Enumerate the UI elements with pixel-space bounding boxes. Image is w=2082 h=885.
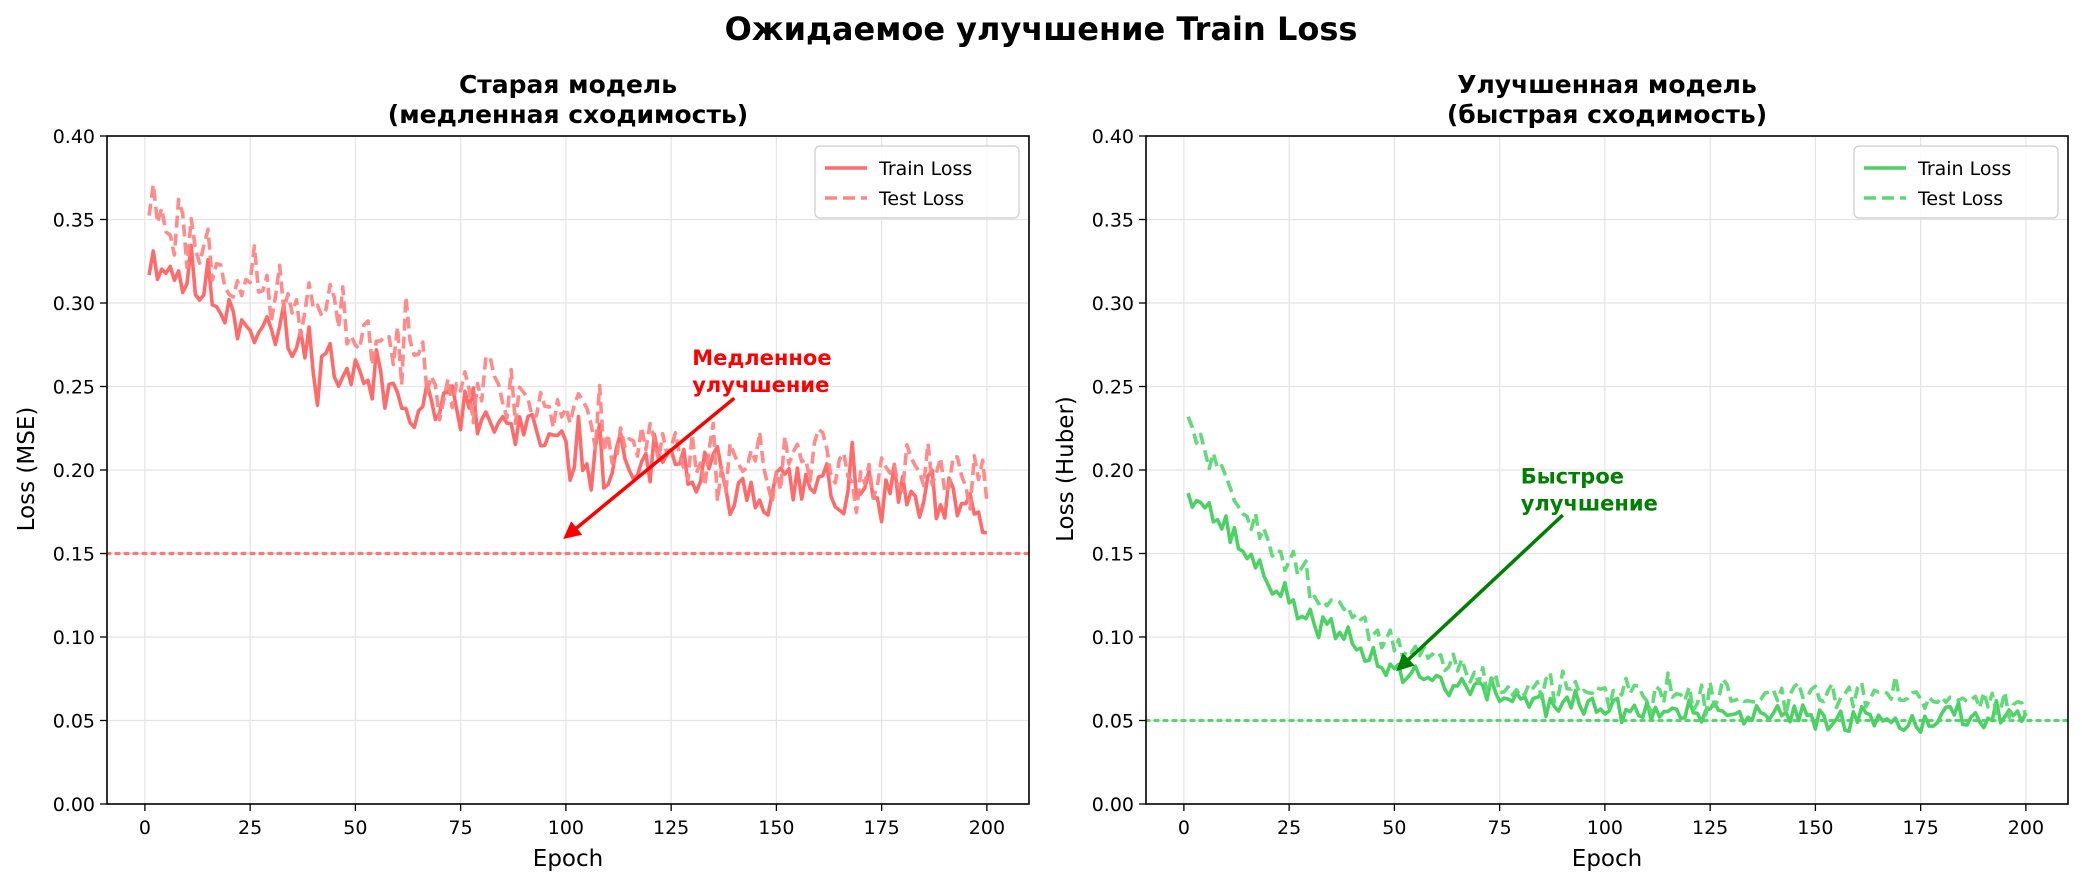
improved-model-y-tick-label: 0.10 bbox=[1092, 627, 1134, 649]
old-model-y-tick-label: 0.25 bbox=[53, 377, 95, 399]
improved-model-train-loss-line bbox=[1186, 492, 2028, 735]
old-model-panel: Старая модель (медленная сходимость) Epo… bbox=[14, 70, 1030, 872]
improved-model-x-tick-label: 0 bbox=[1178, 817, 1190, 839]
improved-model-title-line1: Улучшенная модель bbox=[1457, 70, 1757, 99]
improved-model-x-tick-label: 200 bbox=[2008, 817, 2044, 839]
improved-model-legend-label: Test Loss bbox=[1917, 188, 2003, 210]
old-model-x-tick-label: 175 bbox=[864, 817, 900, 839]
old-model-x-tick-label: 100 bbox=[548, 817, 584, 839]
old-model-plot-area bbox=[107, 182, 1029, 556]
old-model-x-tick-label: 200 bbox=[969, 817, 1005, 839]
improved-model-plot-area bbox=[1146, 416, 2068, 735]
improved-model-test-loss-line bbox=[1186, 416, 2028, 720]
old-model-x-tick-label: 0 bbox=[139, 817, 151, 839]
improved-model-y-axis-label: Loss (Huber) bbox=[1053, 396, 1079, 542]
old-model-x-axis-label: Epoch bbox=[533, 846, 603, 872]
improved-model-x-tick-label: 125 bbox=[1692, 817, 1728, 839]
old-model-legend-box bbox=[814, 145, 1020, 219]
old-model-x-tick-label: 25 bbox=[238, 817, 262, 839]
old-model-legend: Train Loss Test Loss bbox=[814, 145, 1020, 219]
old-model-legend-label: Test Loss bbox=[878, 188, 964, 210]
improved-model-annotation-line2: улучшение bbox=[1521, 491, 1658, 515]
improved-model-legend-label: Train Loss bbox=[1917, 158, 2011, 180]
improved-model-y-tick-label: 0.05 bbox=[1092, 711, 1134, 733]
old-model-y-axis-label: Loss (MSE) bbox=[14, 407, 40, 532]
improved-model-y-tick-label: 0.40 bbox=[1092, 126, 1134, 148]
old-model-x-tick-label: 50 bbox=[343, 817, 367, 839]
old-model-y-tick-label: 0.30 bbox=[53, 293, 95, 315]
improved-model-x-tick-label: 50 bbox=[1382, 817, 1406, 839]
old-model-y-tick-label: 0.35 bbox=[53, 210, 95, 232]
old-model-y-tick-label: 0.20 bbox=[53, 460, 95, 482]
old-model-x-tick-label: 150 bbox=[758, 817, 794, 839]
improved-model-x-tick-label: 150 bbox=[1797, 817, 1833, 839]
improved-model-x-tick-label: 100 bbox=[1587, 817, 1623, 839]
improved-model-x-tick-label: 175 bbox=[1903, 817, 1939, 839]
improved-model-x-axis-label: Epoch bbox=[1572, 846, 1642, 872]
improved-model-annotation-arrow bbox=[1396, 513, 1564, 672]
old-model-y-tick-label: 0.05 bbox=[53, 711, 95, 733]
old-model-axes-frame bbox=[106, 135, 1030, 805]
old-model-y-tick-label: 0.10 bbox=[53, 627, 95, 649]
old-model-annotation-line2: улучшение bbox=[692, 373, 829, 397]
old-model-y-tick-label: 0.15 bbox=[53, 544, 95, 566]
old-model-y-tick-label: 0.00 bbox=[53, 794, 95, 816]
improved-model-legend: Train Loss Test Loss bbox=[1853, 145, 2059, 219]
improved-model-title-line2: (быстрая сходимость) bbox=[1447, 100, 1767, 129]
old-model-y-tick-label: 0.40 bbox=[53, 126, 95, 148]
improved-model-y-tick-label: 0.00 bbox=[1092, 794, 1134, 816]
old-model-test-loss-line bbox=[147, 182, 989, 515]
improved-model-axes-frame bbox=[1145, 135, 2069, 805]
old-model-annotation-line1: Медленное bbox=[692, 346, 831, 370]
old-model-annotation-arrow bbox=[563, 396, 736, 540]
old-model-train-loss-line bbox=[147, 243, 987, 535]
improved-model-y-tick-label: 0.15 bbox=[1092, 544, 1134, 566]
old-model-x-tick-label: 75 bbox=[449, 817, 473, 839]
improved-model-y-tick-label: 0.20 bbox=[1092, 460, 1134, 482]
old-model-legend-label: Train Loss bbox=[878, 158, 972, 180]
improved-model-x-tick-label: 75 bbox=[1488, 817, 1512, 839]
improved-model-x-tick-label: 25 bbox=[1277, 817, 1301, 839]
improved-model-panel: Улучшенная модель (быстрая сходимость) E… bbox=[1053, 70, 2069, 872]
improved-model-annotation-line1: Быстрое bbox=[1521, 464, 1624, 488]
old-model-x-tick-label: 125 bbox=[653, 817, 689, 839]
improved-model-legend-box bbox=[1853, 145, 2059, 219]
figure-title: Ожидаемое улучшение Train Loss bbox=[725, 10, 1358, 48]
improved-model-y-tick-label: 0.30 bbox=[1092, 293, 1134, 315]
old-model-title-line2: (медленная сходимость) bbox=[388, 100, 748, 129]
improved-model-y-tick-label: 0.35 bbox=[1092, 210, 1134, 232]
improved-model-y-tick-label: 0.25 bbox=[1092, 377, 1134, 399]
old-model-title-line1: Старая модель bbox=[459, 70, 677, 99]
